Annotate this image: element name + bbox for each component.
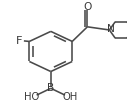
Text: OH: OH (62, 92, 77, 102)
Text: O: O (83, 2, 92, 12)
Text: B: B (47, 83, 54, 93)
Text: HO: HO (24, 92, 39, 102)
Text: N: N (107, 24, 115, 34)
Text: F: F (16, 36, 22, 46)
